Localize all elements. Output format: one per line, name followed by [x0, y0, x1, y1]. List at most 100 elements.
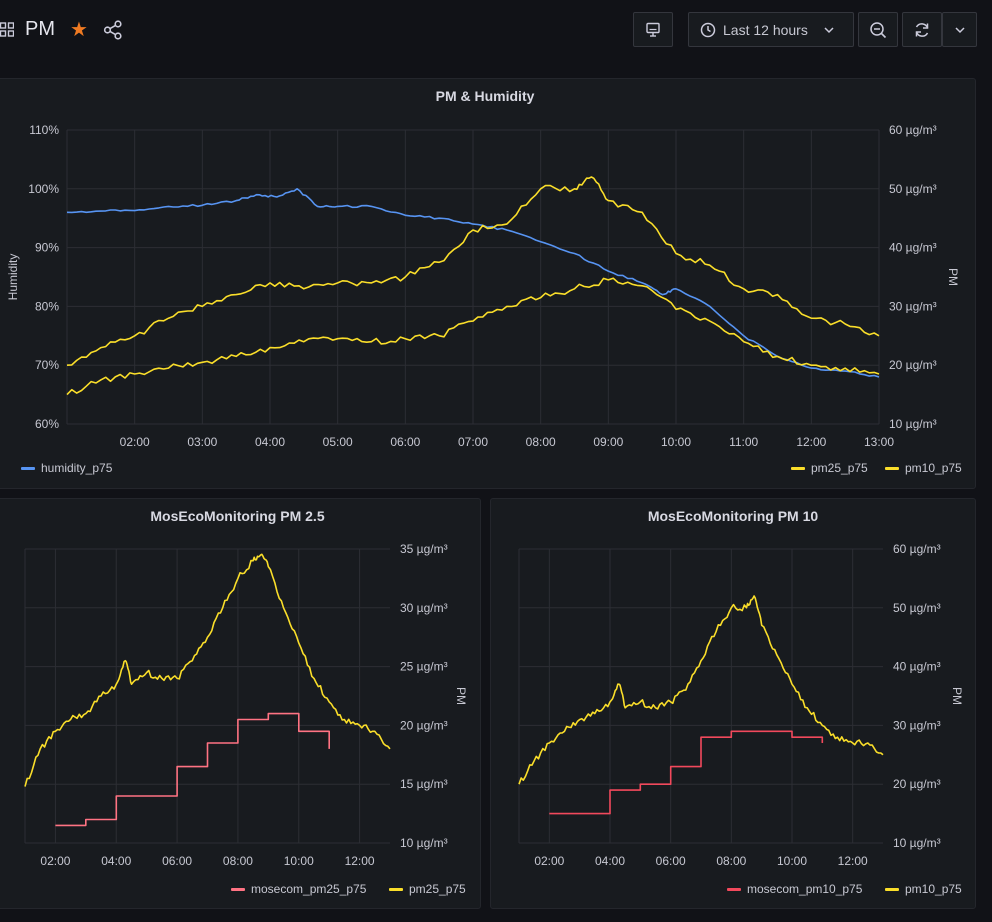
series-line-mosecom_pm10_p75 [549, 730, 824, 815]
clock-icon [700, 22, 716, 37]
x-tick-label: 08:00 [526, 435, 556, 449]
tv-icon [646, 22, 660, 37]
y-tick-label: 10 µg/m³ [893, 836, 941, 850]
y-tick-label: 25 µg/m³ [400, 660, 448, 674]
panel-mosecom-pm10[interactable]: MosEcoMonitoring PM 10 10 µg/m³ 20 µg/m³ 3… [490, 498, 976, 909]
legend-swatch [791, 466, 805, 470]
x-tick-label: 06:00 [162, 854, 192, 868]
x-tick-label: 08:00 [223, 854, 253, 868]
panel-pm-humidity[interactable]: PM & Humidity 10 µg/m³ 20 µg/m³ 30 µg/m³ 40… [0, 78, 976, 489]
series-line-pm10_p75 [518, 595, 884, 785]
y-tick-label: 20 µg/m³ [893, 777, 941, 791]
x-tick-label: 04:00 [595, 854, 625, 868]
legend-item-pm25[interactable]: pm25_p75 [791, 461, 868, 475]
time-range-picker[interactable]: Last 12 hours [688, 12, 854, 47]
y-axis-label: Humidity [6, 254, 20, 301]
x-tick-label: 06:00 [656, 854, 686, 868]
legend-label: mosecom_pm10_p75 [747, 882, 863, 896]
x-tick-label: 10:00 [777, 854, 807, 868]
x-tick-label: 10:00 [661, 435, 691, 449]
legend-swatch [885, 887, 899, 891]
series-line-humidity_p75 [66, 188, 880, 378]
legend-swatch [885, 466, 899, 470]
x-tick-label: 04:00 [255, 435, 285, 449]
legend-label: mosecom_pm25_p75 [251, 882, 367, 896]
y-tick-label: 50 µg/m³ [893, 601, 941, 615]
y-axis-label: PM [454, 687, 468, 705]
y-tick-label: 110% [29, 123, 59, 137]
x-tick-label: 05:00 [323, 435, 353, 449]
x-tick-label: 13:00 [864, 435, 894, 449]
y-tick-label: 40 µg/m³ [893, 660, 941, 674]
mosecom-pm25-chart[interactable]: 10 µg/m³ 15 µg/m³ 20 µg/m³ 25 µg/m³ 30 µg/m³… [0, 499, 482, 910]
legend-swatch [389, 887, 403, 891]
dashboard-header: PM ★ Last 12 hours [0, 0, 992, 62]
y-tick-label: 100% [28, 182, 59, 196]
legend-item-pm25[interactable]: pm25_p75 [389, 882, 466, 896]
x-tick-label: 12:00 [796, 435, 826, 449]
refresh-button[interactable] [902, 12, 942, 47]
legend-item-humidity[interactable]: humidity_p75 [21, 461, 112, 475]
panel-mosecom-pm25[interactable]: MosEcoMonitoring PM 2.5 10 µg/m³ 15 µg/m³… [0, 498, 481, 909]
y-tick-label: 30 µg/m³ [889, 299, 937, 313]
y-tick-label: 90% [35, 241, 59, 255]
x-tick-label: 11:00 [729, 435, 758, 449]
zoom-out-button[interactable] [858, 12, 898, 47]
legend-item-mosecom-pm25[interactable]: mosecom_pm25_p75 [231, 882, 366, 896]
legend-swatch [21, 466, 35, 470]
legend-swatch [231, 887, 245, 891]
y-axis-label: PM [946, 268, 960, 286]
y-tick-label: 10 µg/m³ [400, 836, 448, 850]
series-line-pm10_p75 [66, 176, 880, 366]
tv-mode-button[interactable] [633, 12, 673, 47]
panel-title[interactable]: PM & Humidity [435, 88, 535, 104]
y-tick-label: 50 µg/m³ [889, 182, 937, 196]
legend-swatch [727, 887, 741, 891]
y-tick-label: 60 µg/m³ [889, 123, 937, 137]
legend-label: pm25_p75 [409, 882, 466, 896]
x-tick-label: 04:00 [101, 854, 131, 868]
y-axis-label: PM [950, 687, 964, 705]
x-tick-label: 02:00 [534, 854, 564, 868]
x-tick-label: 09:00 [593, 435, 623, 449]
legend-item-pm10[interactable]: pm10_p75 [885, 882, 962, 896]
panel-title[interactable]: MosEcoMonitoring PM 10 [647, 508, 819, 524]
chevron-down-icon [824, 26, 834, 33]
x-tick-label: 12:00 [838, 854, 868, 868]
legend-item-mosecom-pm10[interactable]: mosecom_pm10_p75 [727, 882, 862, 896]
legend-label: pm25_p75 [811, 461, 868, 475]
time-range-label: Last 12 hours [723, 21, 808, 38]
x-tick-label: 07:00 [458, 435, 488, 449]
y-tick-label: 30 µg/m³ [400, 601, 448, 615]
refresh-icon [915, 22, 929, 37]
x-tick-label: 06:00 [390, 435, 420, 449]
x-tick-label: 02:00 [120, 435, 150, 449]
y-tick-label: 15 µg/m³ [400, 777, 448, 791]
dashboard-title[interactable]: PM [25, 18, 55, 40]
star-icon[interactable]: ★ [70, 19, 88, 41]
x-tick-label: 12:00 [345, 854, 375, 868]
share-icon[interactable] [103, 20, 123, 40]
y-tick-label: 60% [35, 417, 59, 431]
panel-title[interactable]: MosEcoMonitoring PM 2.5 [150, 508, 325, 524]
y-tick-label: 70% [35, 358, 59, 372]
y-tick-label: 30 µg/m³ [893, 718, 941, 732]
x-tick-label: 10:00 [284, 854, 314, 868]
y-tick-label: 10 µg/m³ [889, 417, 937, 431]
y-tick-label: 40 µg/m³ [889, 241, 937, 255]
y-tick-label: 20 µg/m³ [889, 358, 937, 372]
legend-label: humidity_p75 [41, 461, 113, 475]
y-tick-label: 20 µg/m³ [400, 718, 448, 732]
y-tick-label: 35 µg/m³ [400, 542, 448, 556]
zoom-out-icon [870, 21, 887, 38]
refresh-interval-dropdown[interactable] [942, 12, 977, 47]
legend-label: pm10_p75 [905, 882, 962, 896]
apps-icon[interactable] [0, 22, 14, 38]
pm-humidity-chart[interactable]: 10 µg/m³ 20 µg/m³ 30 µg/m³ 40 µg/m³ 50 µg/m³… [0, 79, 977, 490]
y-tick-label: 60 µg/m³ [893, 542, 941, 556]
series-line-pm25_p75 [66, 277, 880, 396]
y-tick-label: 80% [35, 299, 59, 313]
x-tick-label: 08:00 [716, 854, 746, 868]
mosecom-pm10-chart[interactable]: 10 µg/m³ 20 µg/m³ 30 µg/m³ 40 µg/m³ 50 µg/m³… [491, 499, 977, 910]
legend-item-pm10[interactable]: pm10_p75 [885, 461, 962, 475]
